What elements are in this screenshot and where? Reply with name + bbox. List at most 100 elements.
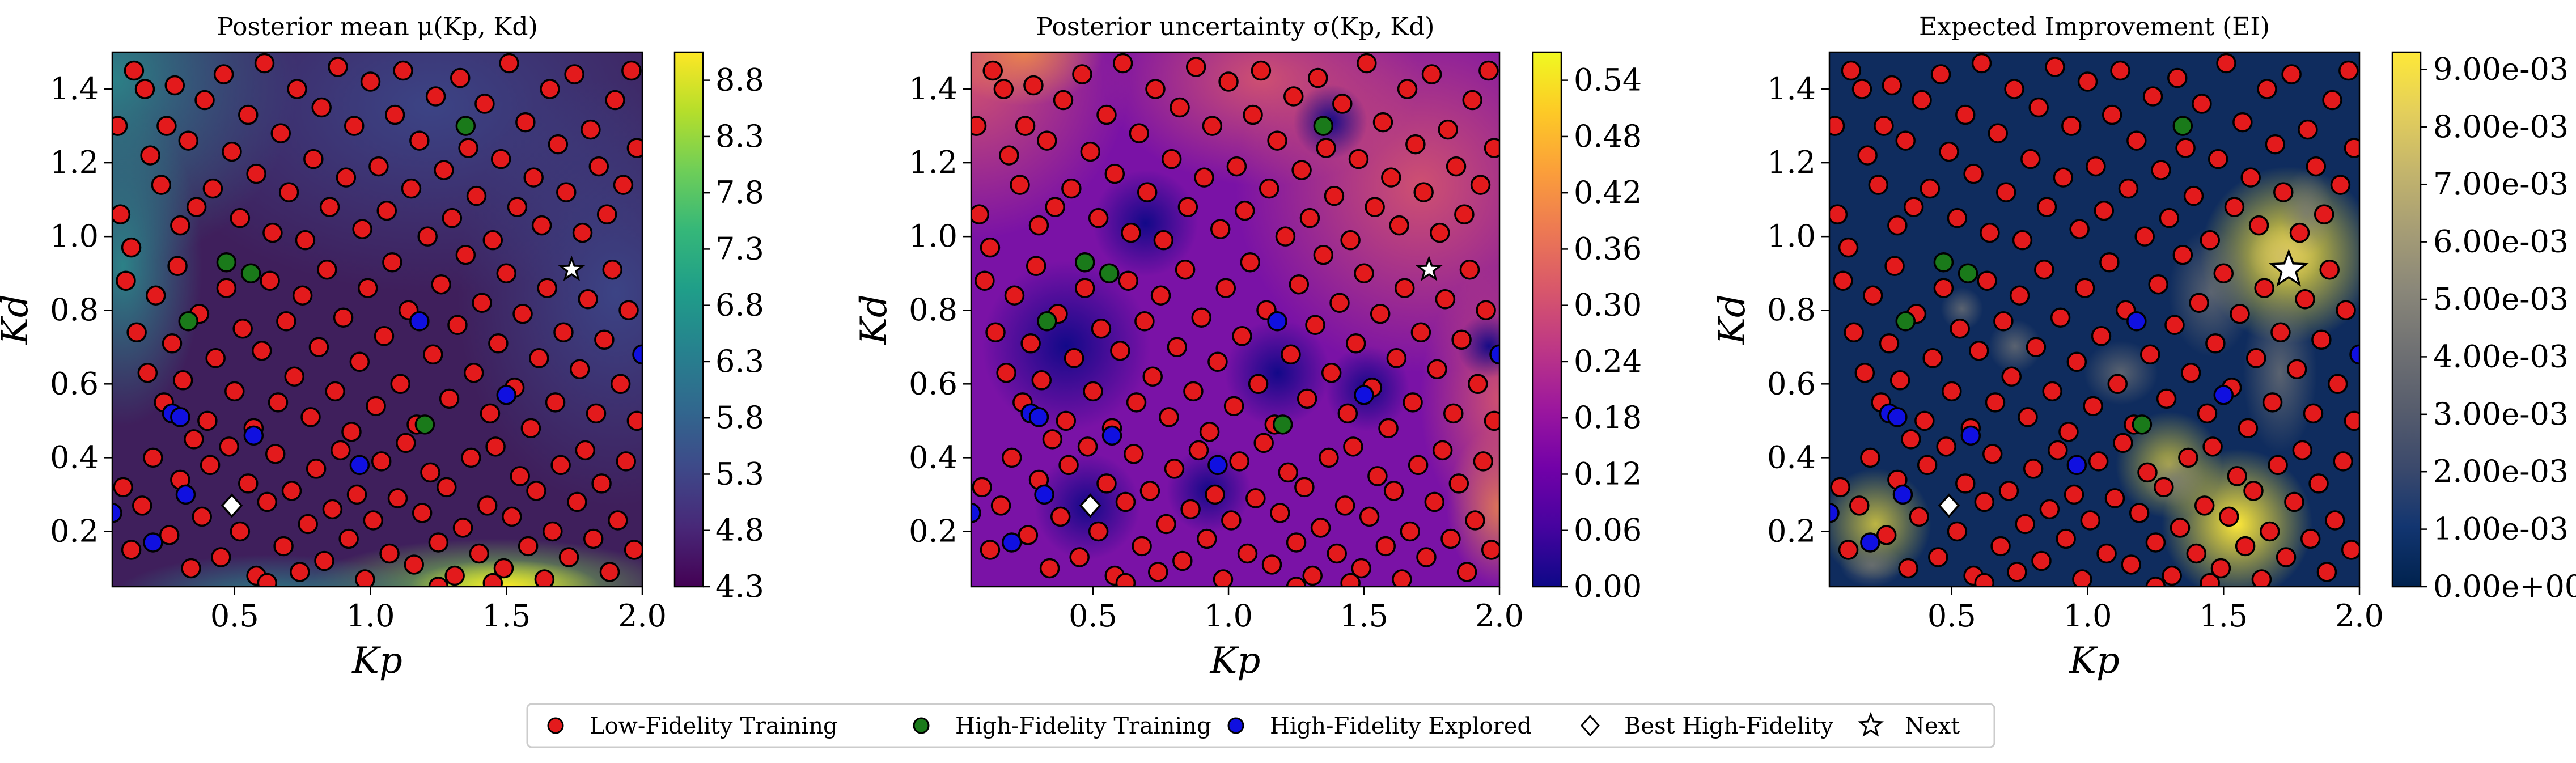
low-fidelity-point	[540, 79, 560, 99]
low-fidelity-point	[317, 259, 337, 280]
low-fidelity-point	[1223, 396, 1244, 417]
low-fidelity-point	[2099, 252, 2120, 273]
low-fidelity-point	[2238, 418, 2259, 439]
low-fidelity-point	[2072, 569, 2092, 587]
low-fidelity-point	[417, 226, 438, 247]
low-fidelity-point	[401, 178, 422, 199]
low-fidelity-point	[390, 374, 411, 395]
low-fidelity-point	[993, 79, 1014, 99]
low-fidelity-point	[230, 207, 251, 228]
colorbar-tick-label: 0.06	[1574, 512, 1642, 548]
low-fidelity-point	[2248, 215, 2269, 236]
low-fidelity-point	[2077, 71, 2098, 92]
low-fidelity-point	[1020, 333, 1041, 354]
low-fidelity-point	[2286, 359, 2307, 380]
legend-marker	[547, 717, 564, 734]
low-fidelity-point	[1375, 536, 1396, 557]
low-fidelity-point	[314, 550, 334, 571]
low-fidelity-point	[1240, 252, 1261, 273]
low-fidelity-point	[2240, 167, 2261, 188]
low-fidelity-point	[1037, 130, 1057, 151]
best-high-fidelity-marker	[1938, 493, 1960, 518]
low-fidelity-point	[2113, 433, 2133, 453]
low-fidelity-point	[1148, 562, 1168, 582]
low-fidelity-point	[1901, 429, 1921, 450]
y-axis-label: Kd	[1711, 294, 1753, 345]
low-fidelity-point	[382, 252, 402, 273]
low-fidelity-point	[477, 495, 498, 516]
low-fidelity-point	[145, 285, 166, 306]
low-fidelity-point	[1088, 521, 1109, 542]
low-fidelity-point	[2001, 366, 2022, 387]
low-fidelity-point	[1115, 573, 1136, 587]
low-fidelity-point	[626, 138, 642, 158]
colorbar-tick-label: 0.30	[1574, 287, 1642, 323]
low-fidelity-point	[1357, 53, 1377, 74]
low-fidelity-point	[2230, 303, 2250, 324]
low-fidelity-point	[1188, 440, 1209, 461]
low-fidelity-point	[442, 207, 463, 228]
low-fidelity-point	[1310, 518, 1331, 538]
colorbar-tick-label: 7.8	[715, 175, 764, 210]
low-fidelity-point	[1096, 104, 1117, 125]
low-fidelity-point	[197, 410, 218, 431]
low-fidelity-point	[2189, 293, 2209, 313]
colorbar-tick-label: 0.42	[1574, 175, 1642, 210]
low-fidelity-point	[469, 543, 490, 564]
low-fidelity-point	[608, 510, 628, 531]
low-fidelity-point	[254, 53, 275, 74]
colorbar-tick-label: 7.00e-03	[2433, 166, 2569, 202]
legend-marker	[1227, 717, 1244, 734]
high-fidelity-explored-point	[496, 385, 517, 405]
low-fidelity-point	[200, 455, 221, 476]
high-fidelity-training-point	[240, 263, 261, 283]
low-fidelity-point	[2061, 116, 2082, 136]
low-fidelity-point	[2183, 185, 2204, 206]
low-fidelity-point	[2336, 300, 2356, 320]
low-fidelity-point	[1096, 473, 1117, 494]
low-fidelity-point	[1462, 90, 1482, 111]
next-point-star	[2269, 248, 2309, 287]
low-fidelity-point	[1159, 407, 1179, 427]
low-fidelity-point	[2170, 518, 2191, 538]
low-fidelity-point	[2205, 333, 2226, 354]
high-fidelity-training-point	[414, 414, 435, 435]
colorbar-tick-label: 0.00e+00	[2433, 569, 2576, 604]
low-fidelity-point	[1164, 459, 1185, 479]
low-fidelity-point	[341, 422, 362, 442]
low-fidelity-point	[1386, 348, 1407, 368]
low-fidelity-point	[2102, 104, 2122, 125]
low-fidelity-point	[1438, 119, 1458, 140]
low-fidelity-point	[2026, 337, 2047, 358]
low-fidelity-point	[472, 293, 492, 313]
low-fidelity-point	[116, 270, 136, 291]
high-fidelity-explored-point	[243, 425, 264, 446]
low-fidelity-point	[1245, 488, 1266, 508]
panel-2: Posterior uncertainty σ(Kp, Kd) 0.5 1.0 1.5…	[853, 12, 1642, 682]
low-fidelity-point	[1914, 410, 1935, 431]
low-fidelity-point	[194, 90, 215, 111]
low-fidelity-point	[2145, 577, 2166, 587]
y-tick-label: 0.6	[909, 366, 957, 401]
high-fidelity-training-point	[1037, 311, 1057, 332]
low-fidelity-point	[2145, 532, 2166, 553]
colorbar-tick-label: 3.00e-03	[2433, 396, 2569, 432]
low-fidelity-point	[219, 436, 239, 457]
low-fidelity-point	[2306, 156, 2327, 177]
low-fidelity-point	[550, 455, 571, 476]
low-fidelity-point	[1137, 182, 1158, 202]
low-fidelity-point	[238, 104, 259, 125]
high-fidelity-explored-point	[1028, 407, 1049, 427]
legend-label: High-Fidelity Explored	[1270, 713, 1532, 739]
low-fidelity-point	[2012, 230, 2033, 251]
low-fidelity-point	[423, 344, 443, 365]
low-fidelity-point	[1430, 222, 1450, 243]
low-fidelity-point	[2300, 528, 2321, 549]
low-fidelity-point	[1297, 388, 1317, 409]
low-fidelity-point	[2172, 244, 2193, 265]
low-fidelity-point	[1115, 491, 1136, 512]
low-fidelity-point	[1337, 403, 1358, 424]
low-fidelity-point	[1261, 554, 1282, 575]
low-fidelity-point	[2200, 230, 2221, 251]
colorbar-tick-label: 6.8	[715, 287, 764, 323]
